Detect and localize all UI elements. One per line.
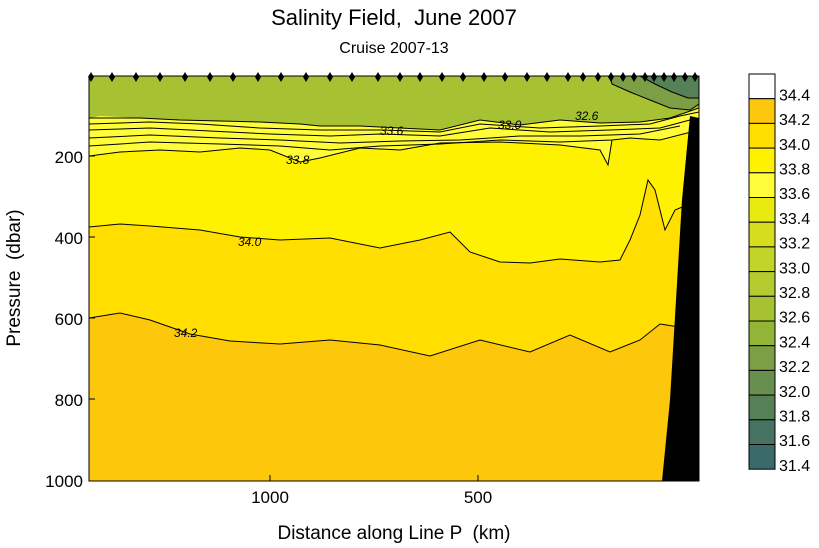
station-diamond-icon [109, 72, 115, 82]
colorbar-label: 32.2 [779, 359, 810, 376]
station-diamond-icon [682, 72, 688, 82]
station-diamond-icon [327, 72, 333, 82]
station-diamond-icon [207, 72, 213, 82]
contour-label-group: 32.6 33.0 33.6 33.8 34.0 34.2 [174, 109, 599, 340]
colorbar-swatch [748, 172, 776, 199]
field-surface-lowest [640, 76, 699, 98]
contour-label-33-8: 33.8 [286, 153, 310, 167]
y-tick-1000: 1000 [45, 472, 83, 491]
colorbar-label: 33.8 [779, 161, 810, 178]
station-diamond-icon [157, 72, 163, 82]
y-tick-400: 400 [55, 229, 83, 248]
colorbar-swatch [748, 98, 776, 124]
y-tick-600: 600 [55, 310, 83, 329]
colorbar-swatch [748, 271, 776, 297]
colorbar-label: 32.8 [779, 285, 810, 302]
plot-area [89, 76, 699, 481]
y-axis: 200 400 600 800 1000 [45, 148, 95, 491]
station-diamond-icon [133, 72, 139, 82]
contour-label-34-2: 34.2 [174, 326, 198, 340]
colorbar-swatch [748, 345, 776, 371]
contour-label-32-6: 32.6 [575, 109, 599, 123]
station-diamond-icon [349, 72, 355, 82]
station-diamond-icon [595, 72, 601, 82]
chart-title: Salinity Field, June 2007 [271, 5, 517, 30]
colorbar: 34.4 34.2 34.0 33.8 33.6 33.4 33.2 33.0 32.8 32.6… [748, 73, 810, 475]
station-diamond-icon [544, 72, 550, 82]
station-diamond-icon [565, 72, 571, 82]
colorbar-label: 34.4 [779, 87, 810, 104]
colorbar-swatch [748, 147, 776, 174]
colorbar-swatch [748, 122, 776, 149]
field-surface [89, 76, 699, 130]
colorbar-swatch [748, 197, 776, 223]
station-diamond-icon [620, 72, 626, 82]
colorbar-swatch [748, 444, 776, 470]
y-axis-label: Pressure (dbar) [4, 209, 25, 346]
station-diamond-icon [230, 72, 236, 82]
station-diamond-icon [692, 72, 698, 82]
colorbar-label: 31.4 [779, 458, 810, 475]
plot-frame [88, 75, 700, 482]
station-diamond-icon [417, 72, 423, 82]
y-tick-800: 800 [55, 391, 83, 410]
colorbar-swatch [748, 295, 776, 322]
station-diamond-icon [182, 72, 188, 82]
station-diamond-icon [375, 72, 381, 82]
colorbar-swatch [748, 394, 776, 421]
contour-label-33-6: 33.6 [380, 124, 404, 138]
station-diamond-icon [642, 72, 648, 82]
land-mask [662, 116, 699, 481]
x-tick-500: 500 [464, 488, 492, 507]
colorbar-label: 34.0 [779, 137, 810, 154]
station-diamond-icon [631, 72, 637, 82]
colorbar-label: 32.0 [779, 384, 810, 401]
colorbar-label: 31.6 [779, 433, 810, 450]
colorbar-swatch [748, 419, 776, 445]
station-diamond-icon [439, 72, 445, 82]
station-diamond-icon [580, 72, 586, 82]
colorbar-swatch [748, 320, 776, 347]
station-diamond-icon [651, 72, 657, 82]
station-diamond-icon [303, 72, 309, 82]
colorbar-label: 33.6 [779, 186, 810, 203]
colorbar-swatch [748, 246, 776, 273]
contour-label-33-0: 33.0 [498, 118, 522, 132]
station-diamond-icon [608, 72, 614, 82]
station-diamond-icon [671, 72, 677, 82]
station-diamond-icon [278, 72, 284, 82]
contour-label-34-0: 34.0 [238, 235, 262, 249]
colorbar-label: 31.8 [779, 408, 810, 425]
station-diamond-icon [255, 72, 261, 82]
colorbar-label: 33.2 [779, 236, 810, 253]
x-tick-1000: 1000 [251, 488, 289, 507]
colorbar-swatch [748, 369, 776, 396]
chart-subtitle: Cruise 2007-13 [339, 40, 449, 57]
colorbar-label: 33.4 [779, 211, 810, 228]
x-axis-label: Distance along Line P (km) [277, 523, 510, 544]
colorbar-swatch [748, 221, 776, 248]
colorbar-label: 32.6 [779, 310, 810, 327]
contour-lines [89, 76, 699, 357]
station-diamond-icon [481, 72, 487, 82]
station-diamond-icon [524, 72, 530, 82]
colorbar-label: 32.4 [779, 334, 810, 351]
station-diamond-icon [661, 72, 667, 82]
station-markers [88, 72, 698, 82]
colorbar-label: 33.0 [779, 260, 810, 277]
x-axis: 1000 500 [251, 475, 492, 507]
y-tick-200: 200 [55, 148, 83, 167]
station-diamond-icon [397, 72, 403, 82]
colorbar-label: 34.2 [779, 112, 810, 129]
station-diamond-icon [502, 72, 508, 82]
colorbar-swatch [748, 73, 776, 100]
station-diamond-icon [460, 72, 466, 82]
